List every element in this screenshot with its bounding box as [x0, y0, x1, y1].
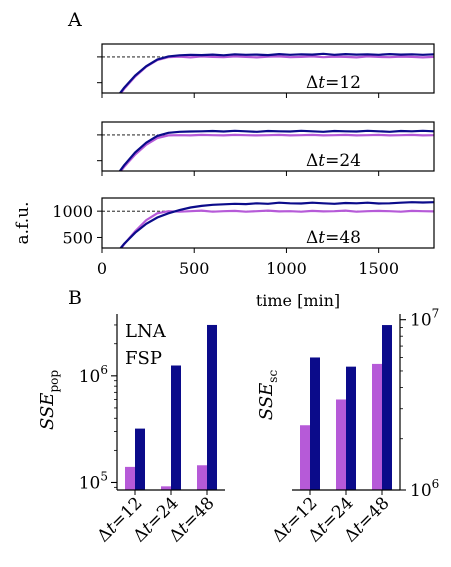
panel-b-bar-charts: Δt=12Δt=24Δt=48105106SSEpopLNAFSPΔt=12Δt… [37, 307, 439, 547]
bar-lna [135, 428, 145, 490]
x-tick-label: 1000 [266, 259, 307, 278]
panel-label-b: B [68, 287, 82, 309]
bar-fsp [125, 466, 135, 490]
y-axis-label: SSEpop [37, 370, 61, 430]
legend-fsp: FSP [125, 348, 162, 369]
bar-fsp [372, 363, 382, 490]
x-tick-label: 500 [179, 259, 210, 278]
plot-frame [101, 197, 435, 249]
y-tick-label: 107 [410, 307, 439, 331]
legend-lna: LNA [125, 321, 167, 342]
x-axis-label: time [min] [256, 291, 340, 310]
y-tick-label: 105 [79, 469, 108, 493]
series-line-fsp [119, 133, 434, 171]
y-axis-label: a.f.u. [13, 202, 33, 245]
bar-fsp [300, 425, 310, 490]
bar-lna [310, 357, 320, 490]
y-axis-label: SSEsc [256, 370, 280, 421]
y-tick-label: 106 [410, 477, 439, 501]
plot-frame [101, 43, 435, 94]
bar-lna [207, 324, 217, 490]
series-line-lna [118, 129, 434, 171]
y-tick-label: 106 [79, 363, 108, 387]
series-annotation: Δt=24 [306, 151, 361, 171]
bar-lna [171, 365, 181, 490]
series-line-fsp [119, 55, 434, 93]
y-tick-label: 500 [62, 228, 93, 247]
line-chart-1: Δt=12 [97, 43, 435, 98]
line-chart-2: Δt=24 [97, 121, 435, 176]
panel-label-a: A [67, 9, 82, 31]
series-line-fsp [119, 209, 434, 248]
bar-fsp [336, 399, 346, 490]
series-line-lna [119, 201, 434, 248]
x-tick-label: 0 [97, 259, 107, 278]
bar-fsp [161, 486, 171, 490]
series-annotation: Δt=48 [306, 228, 361, 248]
plot-frame [101, 121, 435, 172]
series-annotation: Δt=12 [306, 73, 361, 93]
bar-lna [346, 366, 356, 490]
bar-fsp [197, 465, 207, 490]
x-tick-label: 1500 [358, 259, 399, 278]
bar-lna [382, 325, 392, 490]
y-tick-label: 1000 [52, 202, 93, 221]
series-line-lna [118, 52, 434, 93]
